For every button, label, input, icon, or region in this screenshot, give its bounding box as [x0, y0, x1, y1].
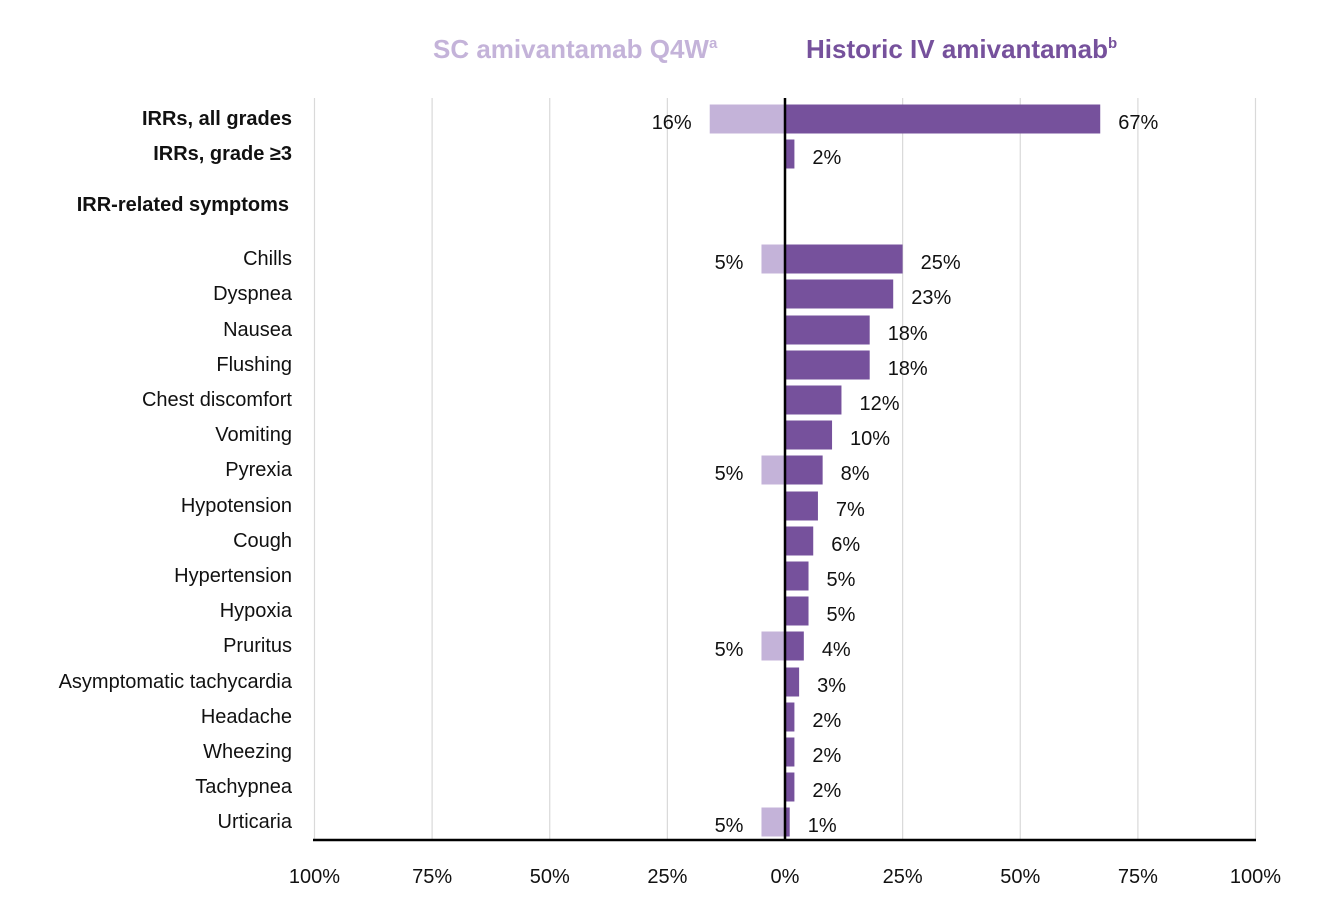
value-label-iv: 12%	[859, 393, 899, 415]
bar-iv	[785, 315, 870, 345]
value-label-iv: 6%	[831, 534, 860, 556]
bar-iv	[785, 279, 894, 309]
legend-label: SC amivantamab Q4W	[433, 34, 709, 64]
bar-iv	[785, 385, 842, 415]
bar-iv	[785, 667, 800, 697]
category-label: Hypotension	[181, 495, 292, 517]
category-label: Asymptomatic tachycardia	[59, 671, 293, 693]
bar-sc	[761, 455, 785, 485]
value-label-sc: 5%	[715, 463, 744, 485]
legend-item-sc: SC amivantamab Q4Wa	[433, 34, 718, 64]
category-label: Tachypnea	[195, 776, 293, 798]
x-tick-label: 100%	[289, 866, 340, 888]
value-label-iv: 67%	[1118, 112, 1158, 134]
category-labels: IRR-related symptoms IRRs, all grades IRRs…	[59, 108, 293, 833]
value-label-iv: 18%	[888, 323, 928, 345]
value-label-iv: 1%	[808, 815, 837, 837]
value-label-iv: 4%	[822, 639, 851, 661]
category-label: Pruritus	[223, 635, 292, 657]
value-label-iv: 23%	[911, 287, 951, 309]
category-label: Wheezing	[203, 741, 292, 763]
legend: SC amivantamab Q4Wa Historic IV amivantam…	[433, 34, 1117, 64]
x-tick-label: 0%	[771, 866, 800, 888]
value-label-iv: 7%	[836, 499, 865, 521]
category-label: Hypoxia	[220, 600, 293, 622]
x-tick-label: 25%	[647, 866, 687, 888]
category-label: Dyspnea	[213, 283, 293, 305]
legend-item-iv: Historic IV amivantamabb	[806, 34, 1117, 64]
value-label-iv: 5%	[827, 569, 856, 591]
x-tick-labels: 100% 75% 50% 25% 0% 25% 50% 75% 100%	[289, 866, 1281, 888]
category-label: Hypertension	[174, 565, 292, 587]
section-header: IRR-related symptoms	[77, 194, 289, 216]
value-label-iv: 2%	[812, 745, 841, 767]
value-label-iv: 10%	[850, 428, 890, 450]
category-label: Vomiting	[215, 424, 292, 446]
x-tick-label: 50%	[530, 866, 570, 888]
category-label: Headache	[201, 706, 292, 728]
category-label: Chills	[243, 248, 292, 270]
value-label-iv: 2%	[812, 780, 841, 802]
legend-superscript: b	[1108, 35, 1117, 52]
value-labels: 67% 16% 2% 25% 5% 23% 18% 18% 12% 10% 8% 5% 7% 6% 5% 5%…	[652, 112, 1159, 837]
category-label: Cough	[233, 530, 292, 552]
bar-iv	[785, 139, 795, 169]
category-label: Urticaria	[218, 811, 293, 833]
x-tick-label: 75%	[412, 866, 452, 888]
bar-sc	[761, 631, 785, 661]
bar-iv	[785, 350, 870, 380]
bar-iv	[785, 702, 795, 732]
bar-iv	[785, 737, 795, 767]
x-tick-label: 50%	[1000, 866, 1040, 888]
bar-iv	[785, 420, 833, 450]
value-label-iv: 18%	[888, 358, 928, 380]
bar-iv	[785, 772, 795, 802]
value-label-iv: 3%	[817, 675, 846, 697]
category-label: IRRs, grade ≥3	[153, 143, 292, 165]
bar-iv	[785, 596, 809, 626]
value-label-sc: 5%	[715, 815, 744, 837]
bar-iv	[785, 244, 903, 274]
axes	[313, 98, 1256, 842]
bar-iv	[785, 807, 790, 837]
legend-superscript: a	[709, 35, 718, 52]
value-label-iv: 2%	[812, 710, 841, 732]
gridlines	[313, 98, 1257, 840]
bars	[709, 104, 1101, 837]
value-label-iv: 25%	[921, 252, 961, 274]
legend-label: Historic IV amivantamab	[806, 34, 1108, 64]
value-label-sc: 5%	[715, 639, 744, 661]
bar-sc	[761, 807, 785, 837]
value-label-iv: 8%	[841, 463, 870, 485]
bar-iv	[785, 455, 823, 485]
category-label: Pyrexia	[225, 459, 293, 481]
bar-iv	[785, 526, 814, 556]
value-label-iv: 5%	[827, 604, 856, 626]
x-tick-label: 100%	[1230, 866, 1281, 888]
category-label: IRRs, all grades	[142, 108, 292, 130]
category-label: Nausea	[223, 319, 293, 341]
value-label-sc: 16%	[652, 112, 692, 134]
bar-iv	[785, 491, 818, 521]
category-label: Chest discomfort	[142, 389, 292, 411]
bar-sc	[709, 104, 785, 134]
x-tick-label: 25%	[883, 866, 923, 888]
bar-iv	[785, 561, 809, 591]
value-label-sc: 5%	[715, 252, 744, 274]
bar-iv	[785, 631, 804, 661]
bar-iv	[785, 104, 1101, 134]
category-label: Flushing	[216, 354, 292, 376]
value-label-iv: 2%	[812, 147, 841, 169]
x-tick-label: 75%	[1118, 866, 1158, 888]
bar-sc	[761, 244, 785, 274]
